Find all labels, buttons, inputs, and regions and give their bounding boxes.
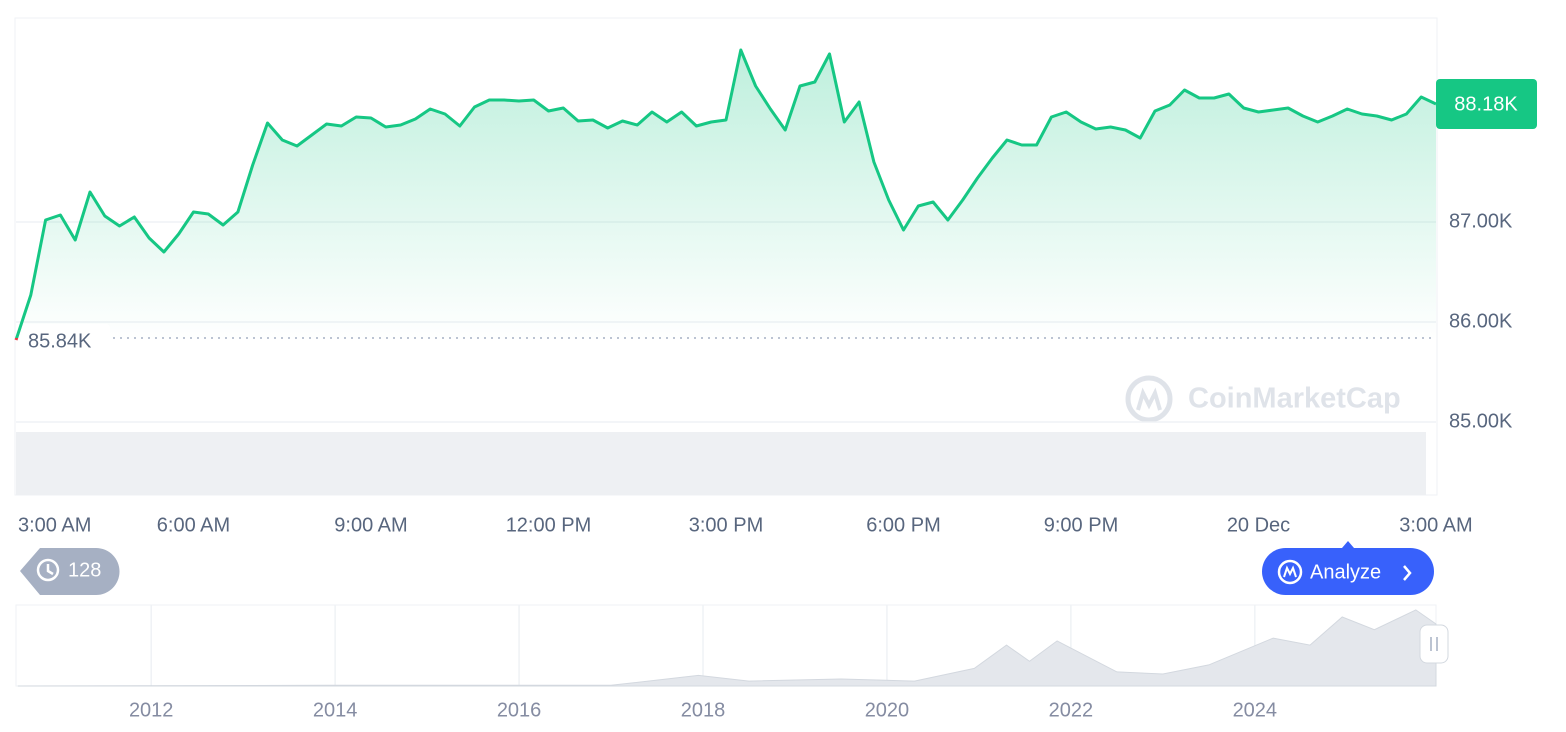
x-tick-label: 2022 xyxy=(1049,699,1094,721)
y-tick-label: 85.00K xyxy=(1449,410,1513,432)
x-tick-label: 20 Dec xyxy=(1227,514,1290,536)
x-tick-label: 9:00 AM xyxy=(334,514,407,536)
price-line xyxy=(15,48,1437,338)
handle-body xyxy=(1419,624,1449,664)
watermark-text: CoinMarketCap xyxy=(1188,383,1401,415)
x-tick-label: 6:00 AM xyxy=(157,514,230,536)
history-badge[interactable]: 128 xyxy=(20,548,120,595)
last-price-label: 88.18K xyxy=(1454,93,1518,115)
x-tick-label: 3:00 PM xyxy=(689,514,763,536)
analyze-button[interactable]: Analyze xyxy=(1262,541,1434,595)
area-fill xyxy=(16,50,1436,338)
last-price-badge xyxy=(1436,79,1537,129)
x-tick-label: 2012 xyxy=(129,699,174,721)
volume-band xyxy=(16,432,1426,495)
watermark: CoinMarketCap xyxy=(1125,375,1401,423)
navigator-area xyxy=(17,609,1437,687)
x-tick-label: 2018 xyxy=(681,699,726,721)
reference-label: 85.84K xyxy=(28,330,92,352)
y-tick-label: 87.00K xyxy=(1449,210,1513,232)
x-tick-label: 3:00 AM xyxy=(18,514,91,536)
navigator-handle[interactable] xyxy=(1419,624,1449,664)
reference-label-bg xyxy=(22,324,110,352)
x-tick-label: 6:00 PM xyxy=(866,514,940,536)
x-tick-label: 2014 xyxy=(313,699,358,721)
x-tick-label: 2024 xyxy=(1233,699,1278,721)
x-tick-label: 9:00 PM xyxy=(1044,514,1118,536)
x-tick-label: 2020 xyxy=(865,699,910,721)
x-tick-label: 12:00 PM xyxy=(506,514,592,536)
x-tick-label: 2016 xyxy=(497,699,542,721)
x-tick-label: 3:00 AM xyxy=(1399,514,1472,536)
history-count: 128 xyxy=(68,559,101,581)
analyze-label: Analyze xyxy=(1310,561,1381,583)
y-tick-label: 86.00K xyxy=(1449,310,1513,332)
